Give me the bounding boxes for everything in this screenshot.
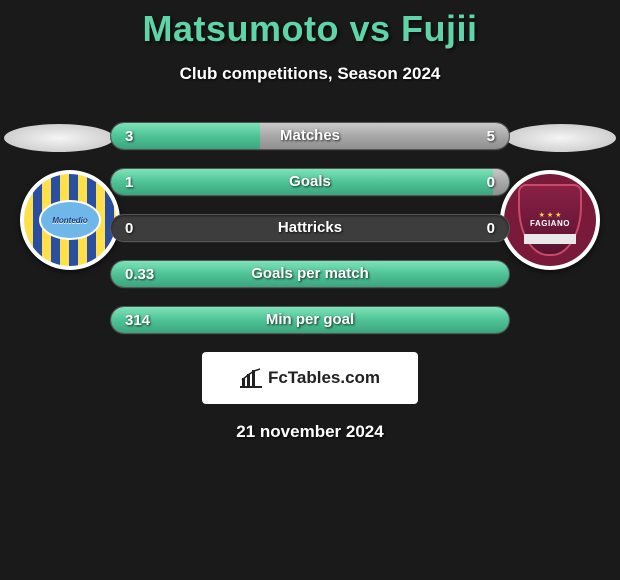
subtitle: Club competitions, Season 2024 xyxy=(0,64,620,84)
page-title: Matsumoto vs Fujii xyxy=(0,0,620,50)
stats-area: 3 Matches 5 1 Goals 0 0 Hattricks 0 0.33… xyxy=(0,122,620,334)
stat-row-goals-per-match: 0.33 Goals per match xyxy=(110,260,510,288)
stat-row-goals: 1 Goals 0 xyxy=(110,168,510,196)
stat-value-right: 0 xyxy=(487,215,495,241)
stat-row-min-per-goal: 314 Min per goal xyxy=(110,306,510,334)
stat-value-right: 0 xyxy=(487,169,495,195)
stat-row-hattricks: 0 Hattricks 0 xyxy=(110,214,510,242)
stat-label: Min per goal xyxy=(111,307,509,333)
stat-row-matches: 3 Matches 5 xyxy=(110,122,510,150)
stat-value-right: 5 xyxy=(487,123,495,149)
barchart-icon xyxy=(240,368,262,388)
comparison-widget: Matsumoto vs Fujii Club competitions, Se… xyxy=(0,0,620,580)
date-text: 21 november 2024 xyxy=(0,422,620,442)
attribution-link[interactable]: FcTables.com xyxy=(202,352,418,404)
attribution-text: FcTables.com xyxy=(268,368,380,388)
stat-label: Hattricks xyxy=(111,215,509,241)
stat-label: Goals per match xyxy=(111,261,509,287)
stat-label: Goals xyxy=(111,169,509,195)
stat-label: Matches xyxy=(111,123,509,149)
